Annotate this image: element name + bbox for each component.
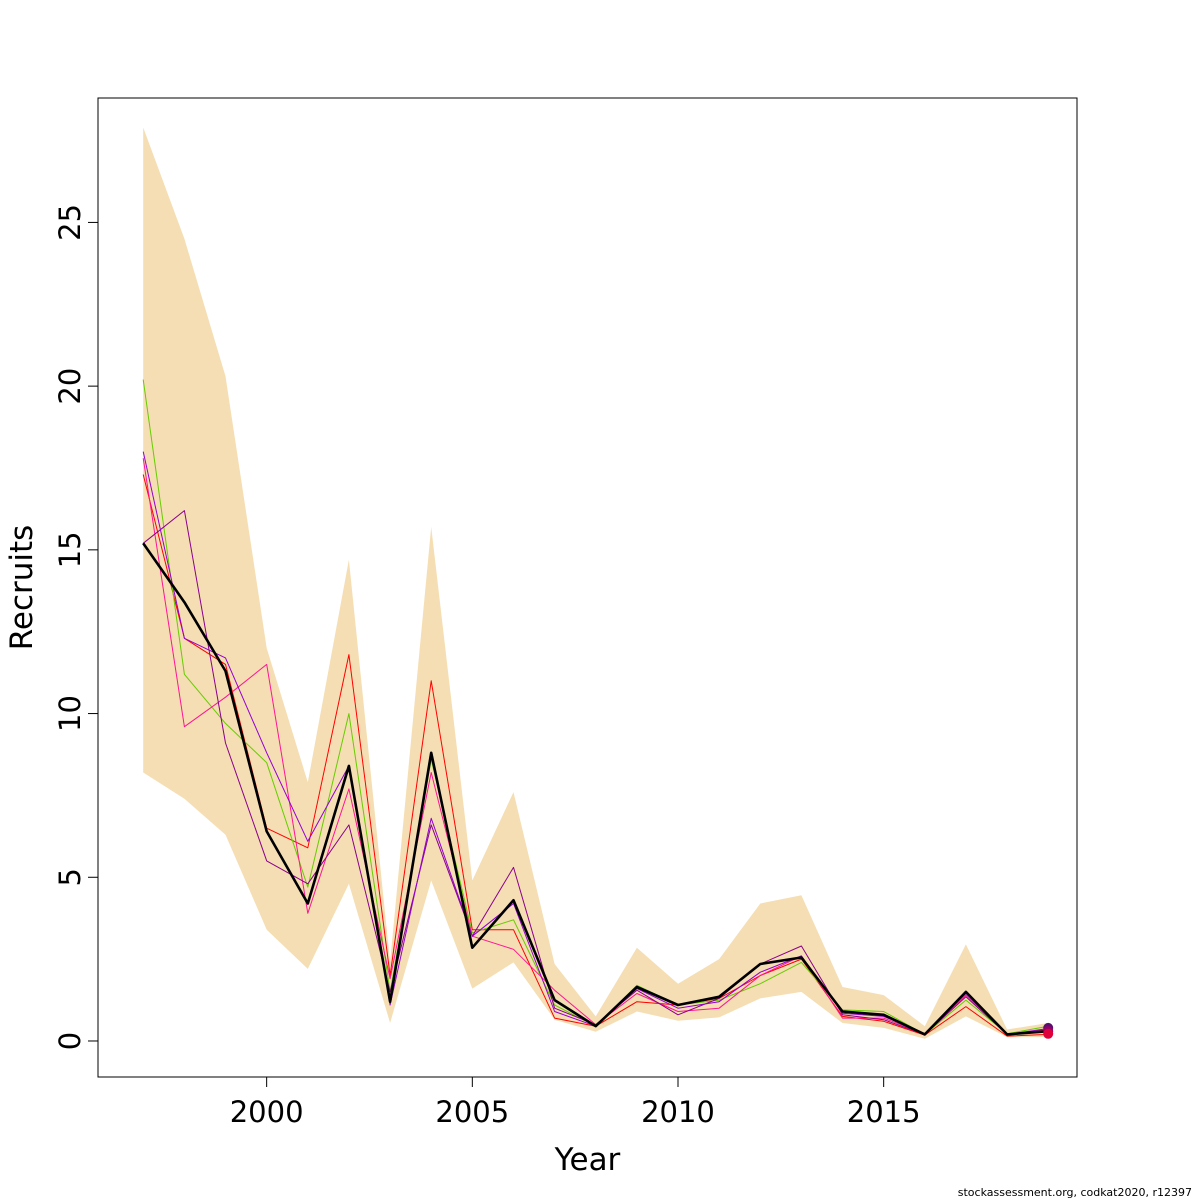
y-tick-label: 5	[53, 868, 87, 886]
x-tick-label: 2000	[230, 1095, 304, 1129]
y-tick-label: 20	[53, 368, 87, 405]
confidence-band-layer	[143, 127, 1049, 1039]
confidence-band	[143, 127, 1049, 1039]
x-axis: 2000 2005 2010 2015	[230, 1076, 921, 1129]
x-axis-title: Year	[554, 1142, 621, 1178]
x-tick-label: 2015	[847, 1095, 921, 1129]
y-axis-title: Recruits	[4, 525, 40, 651]
y-tick-label: 0	[53, 1032, 87, 1050]
y-tick-label: 25	[53, 204, 87, 241]
y-tick-label: 10	[53, 695, 87, 732]
estimate-line	[142, 542, 1049, 1036]
y-tick-label: 15	[53, 531, 87, 568]
x-tick-label: 2010	[641, 1095, 715, 1129]
x-tick-label: 2005	[435, 1095, 509, 1129]
series-lines-layer	[142, 379, 1049, 1037]
end-point-2	[1043, 1028, 1054, 1039]
y-axis: 0 5 10 15 20 25	[53, 204, 99, 1050]
footer-credit: stockassessment.org, codkat2020, r12397	[958, 1186, 1192, 1199]
end-points-layer	[1043, 1022, 1054, 1039]
